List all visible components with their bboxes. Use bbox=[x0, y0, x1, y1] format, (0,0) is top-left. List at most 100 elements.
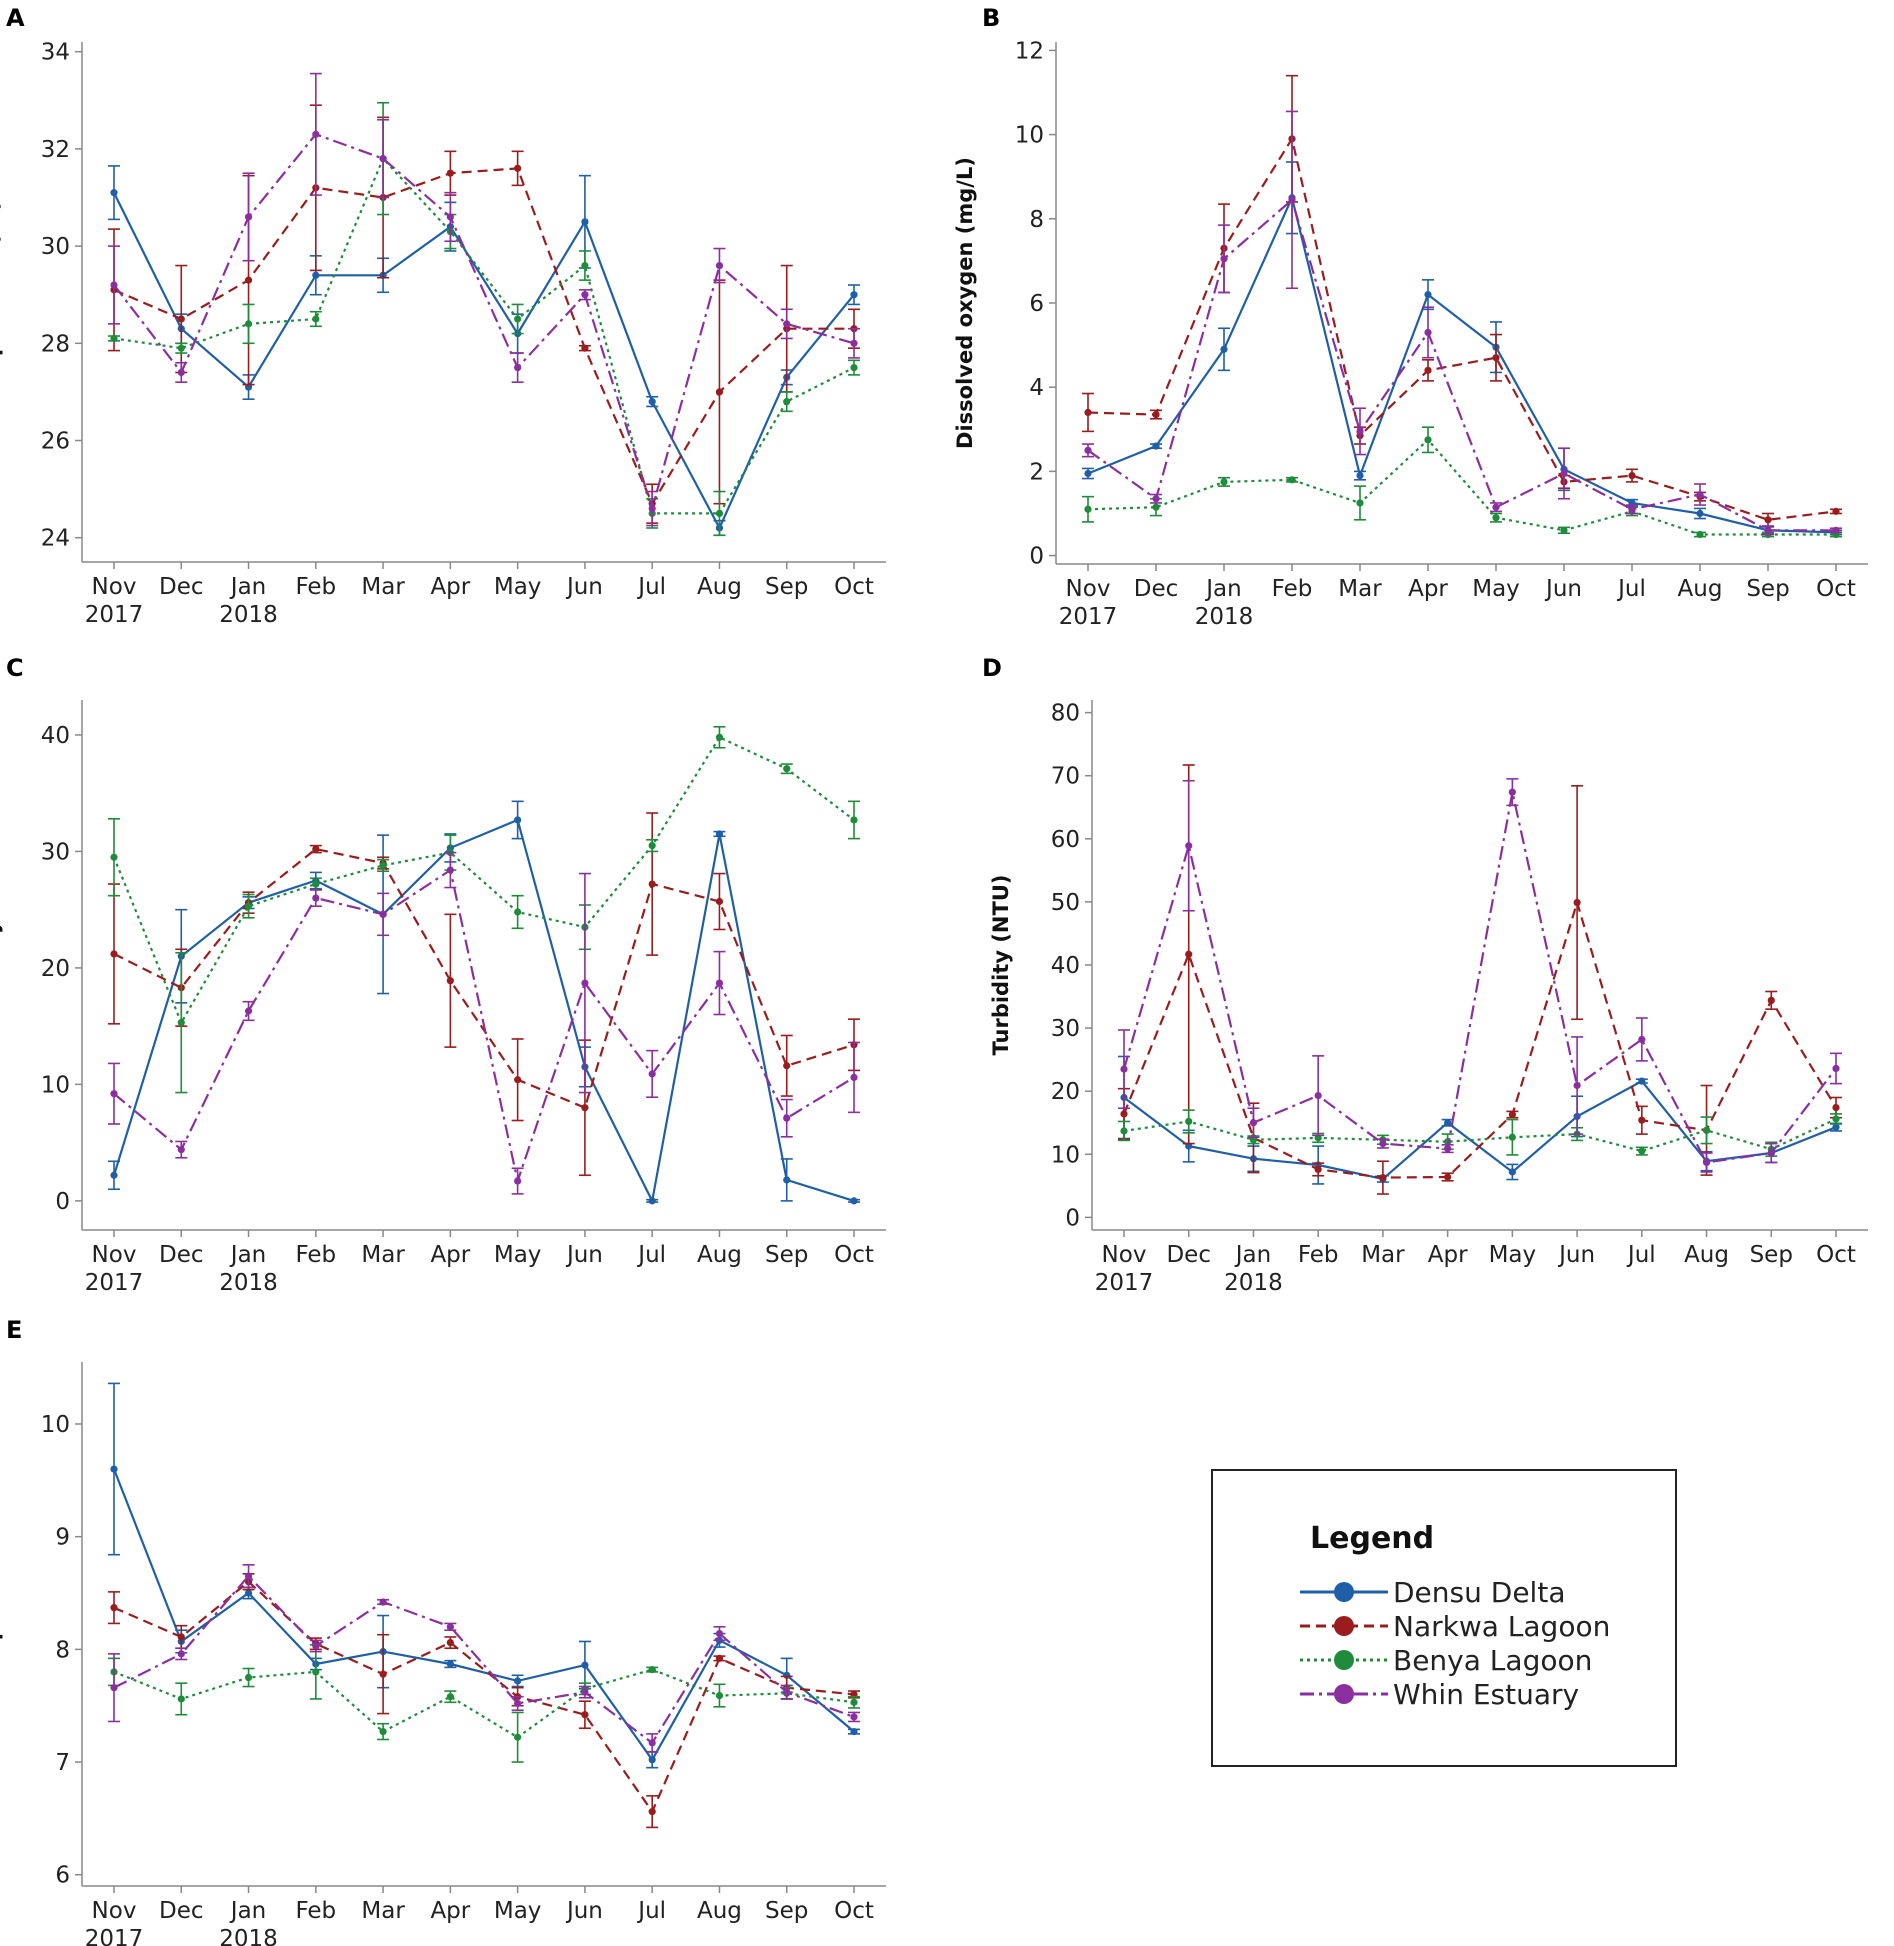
series-narkwa-lagoon bbox=[108, 104, 860, 524]
data-point bbox=[110, 1684, 118, 1692]
data-point bbox=[648, 842, 656, 850]
data-point bbox=[1638, 1077, 1646, 1085]
data-point bbox=[446, 1660, 454, 1668]
x-year-label: 2017 bbox=[85, 1270, 144, 1296]
x-tick-label: Aug bbox=[1678, 576, 1723, 602]
data-point bbox=[312, 130, 320, 138]
data-point bbox=[850, 1698, 858, 1706]
data-point bbox=[581, 1711, 589, 1719]
series-line bbox=[113, 133, 855, 513]
data-point bbox=[1152, 410, 1160, 419]
data-point bbox=[783, 320, 791, 328]
data-point bbox=[648, 1070, 656, 1078]
data-point bbox=[1152, 503, 1160, 511]
series-whin-estuary bbox=[108, 1564, 860, 1753]
x-tick-label: Sep bbox=[765, 574, 808, 600]
data-point bbox=[1492, 514, 1500, 522]
series-line bbox=[112, 735, 855, 1026]
data-point bbox=[177, 1650, 185, 1658]
data-point bbox=[446, 977, 454, 985]
x-tick-label: May bbox=[494, 574, 542, 600]
x-tick-label: Mar bbox=[361, 1898, 405, 1924]
data-point bbox=[110, 1171, 118, 1179]
series-narkwa-lagoon bbox=[1118, 764, 1842, 1195]
legend-label-whin-estuary: Whin Estuary bbox=[1393, 1678, 1579, 1711]
y-axis-label: pH bbox=[0, 1608, 3, 1641]
data-point bbox=[1560, 526, 1568, 534]
data-point bbox=[1764, 516, 1772, 524]
series-narkwa-lagoon bbox=[1082, 74, 1842, 527]
data-point bbox=[1185, 950, 1193, 958]
x-tick-label: Jun bbox=[1544, 576, 1582, 602]
legend: Legend Densu Delta Narkwa Lagoon Benya L… bbox=[1211, 1469, 1677, 1767]
x-tick-label: Aug bbox=[697, 1242, 742, 1268]
data-point bbox=[1573, 898, 1581, 907]
data-point bbox=[581, 1104, 589, 1112]
x-tick-label: Sep bbox=[1746, 576, 1789, 602]
legend-frame bbox=[1211, 1469, 1677, 1767]
data-point bbox=[514, 908, 522, 916]
data-point bbox=[1120, 1065, 1128, 1073]
data-point bbox=[1764, 526, 1772, 534]
legend-entry-benya-lagoon: Benya Lagoon bbox=[1300, 1644, 1592, 1677]
data-point bbox=[1220, 345, 1228, 353]
series-line bbox=[113, 1574, 855, 1745]
data-point bbox=[312, 315, 320, 323]
data-point bbox=[1084, 469, 1092, 478]
y-axis-label: Salinity bbox=[0, 920, 3, 1010]
data-point bbox=[514, 315, 522, 323]
x-tick-label: Apr bbox=[430, 1242, 470, 1268]
y-tick-label: 10 bbox=[1015, 123, 1044, 149]
panel-letter: A bbox=[6, 4, 25, 32]
series-line bbox=[1122, 898, 1837, 1179]
data-point bbox=[244, 213, 253, 221]
series-line bbox=[113, 192, 855, 531]
series-narkwa-lagoon bbox=[108, 812, 860, 1177]
series-line bbox=[113, 156, 855, 515]
panel-letter: C bbox=[6, 654, 24, 682]
series-benya-lagoon bbox=[108, 1644, 860, 1763]
data-point bbox=[850, 364, 858, 372]
data-point bbox=[1084, 408, 1092, 417]
data-point bbox=[1288, 196, 1296, 204]
data-point bbox=[783, 1062, 791, 1070]
data-point bbox=[177, 1146, 185, 1154]
y-tick-label: 50 bbox=[1051, 890, 1080, 916]
data-point bbox=[514, 364, 522, 372]
x-tick-label: Dec bbox=[159, 574, 204, 600]
x-tick-label: Jul bbox=[1626, 1242, 1656, 1268]
data-point bbox=[1220, 478, 1228, 486]
data-point bbox=[1832, 1064, 1840, 1073]
data-point bbox=[1379, 1139, 1387, 1148]
data-point bbox=[379, 1598, 387, 1606]
x-tick-label: Apr bbox=[1408, 576, 1448, 602]
data-point bbox=[312, 845, 320, 853]
x-tick-label: May bbox=[494, 1242, 542, 1268]
data-point bbox=[110, 1465, 118, 1473]
data-point bbox=[1767, 996, 1775, 1004]
data-point bbox=[1628, 505, 1636, 513]
data-point bbox=[514, 1733, 522, 1741]
data-point bbox=[1379, 1174, 1387, 1182]
x-tick-label: Dec bbox=[159, 1898, 204, 1924]
data-point bbox=[648, 1808, 656, 1816]
x-tick-label: May bbox=[1472, 576, 1520, 602]
data-point bbox=[446, 866, 454, 874]
data-point bbox=[648, 398, 656, 406]
data-point bbox=[1288, 476, 1296, 484]
data-point bbox=[581, 1688, 589, 1696]
data-point bbox=[177, 368, 185, 377]
series-line bbox=[113, 167, 854, 507]
data-point bbox=[1832, 1123, 1840, 1131]
legend-label-densu-delta: Densu Delta bbox=[1393, 1576, 1565, 1609]
x-tick-label: Jul bbox=[636, 574, 666, 600]
y-tick-label: 10 bbox=[41, 1412, 70, 1438]
y-tick-label: 30 bbox=[41, 839, 70, 865]
legend-entry-densu-delta: Densu Delta bbox=[1300, 1576, 1565, 1609]
y-tick-label: 2 bbox=[1029, 459, 1044, 485]
data-point bbox=[1832, 507, 1840, 515]
x-tick-label: Oct bbox=[1816, 1242, 1856, 1268]
data-point bbox=[1638, 1035, 1646, 1044]
